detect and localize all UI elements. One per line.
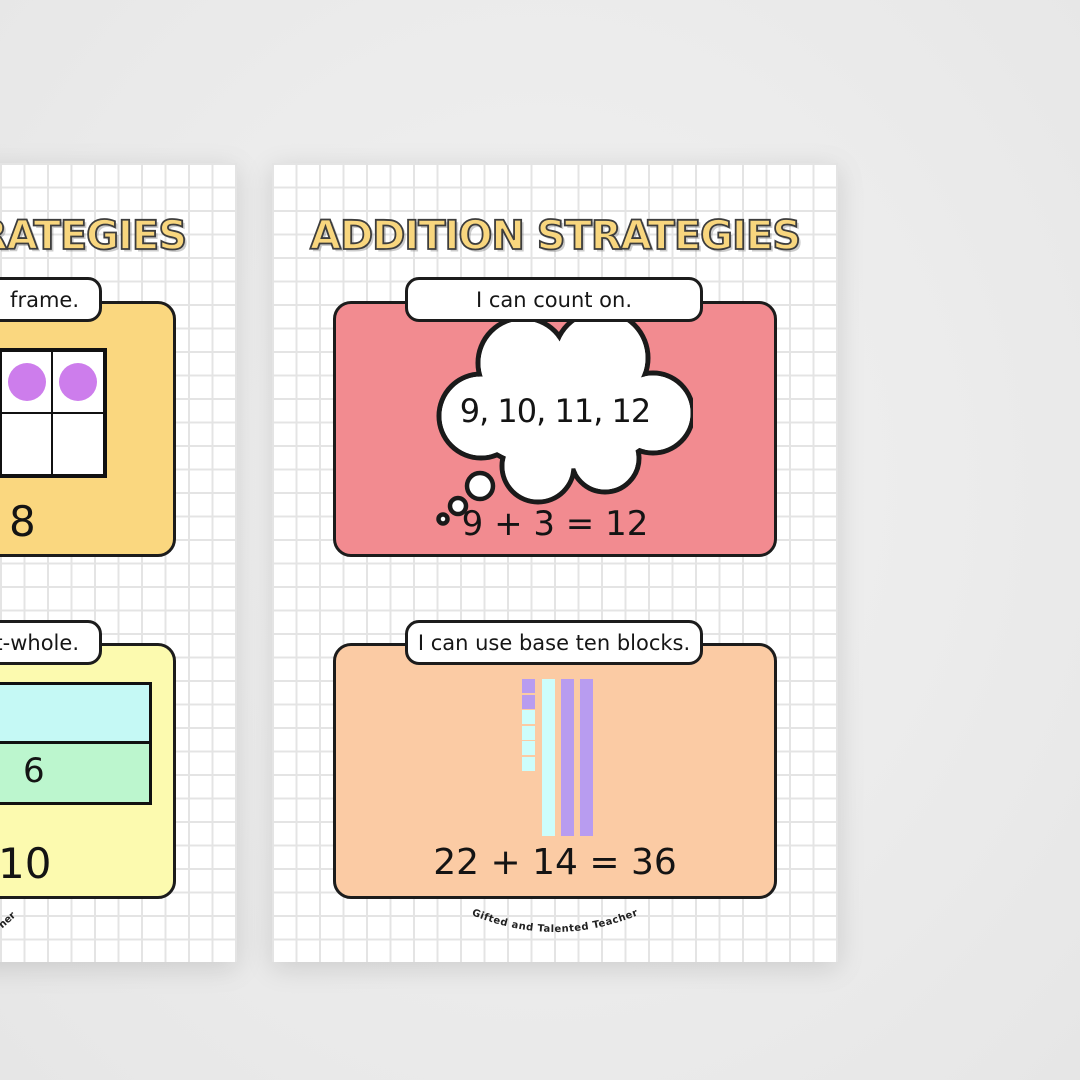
poster-title: ADDITION STRATEGIES: [309, 212, 802, 260]
svg-text:Gifted and Talented Teacher: Gifted and Talented Teacher: [470, 907, 640, 935]
left-poster: RATEGIES frame. 8 rt-whole. 6 10 her: [0, 163, 237, 962]
unit-cube-purple: [522, 679, 535, 693]
credit-text: Gifted and Talented Teacher: [470, 907, 639, 935]
ten-frame-cell: [52, 413, 104, 475]
ten-frame-cell: [0, 413, 1, 475]
unit-cubes-column: [522, 679, 535, 772]
part-whole-top-bar: [0, 682, 152, 744]
credit-text-fragment: her: [0, 910, 19, 931]
ten-frame-cell: [0, 351, 1, 413]
part-whole-bottom-bar: [0, 741, 152, 805]
thought-cloud: [436, 308, 693, 526]
part-whole-total: 10: [0, 839, 52, 888]
part-whole-card-label-text: rt-whole.: [0, 630, 79, 655]
ten-rod-purple: [580, 679, 593, 836]
unit-cube-cyan: [522, 756, 535, 771]
ten-rod-purple: [561, 679, 574, 836]
left-poster-title: RATEGIES: [0, 212, 188, 260]
addition-strategies-poster: ADDITION STRATEGIES I can count on.: [272, 163, 838, 962]
unit-cube-purple: [522, 694, 535, 709]
unit-cube-cyan: [522, 741, 535, 755]
ten-frame-card-label: frame.: [0, 277, 102, 322]
ten-frame-grid: [0, 348, 107, 478]
thought-bubbles: [436, 470, 496, 526]
base-ten-card-label-text: I can use base ten blocks.: [417, 630, 691, 655]
count-on-equation: 9 + 3 = 12: [461, 504, 649, 544]
count-on-card: 9, 10, 11, 12 9 + 3 = 12: [333, 301, 777, 557]
ten-rod-cyan: [542, 679, 555, 836]
base-ten-card-label: I can use base ten blocks.: [405, 620, 703, 665]
count-on-card-label: I can count on.: [405, 277, 703, 322]
part-value: 6: [23, 751, 45, 791]
count-on-sequence: 9, 10, 11, 12: [459, 392, 652, 430]
ten-frame-cell: [0, 351, 53, 413]
ten-frame-cell: [52, 351, 104, 413]
counter-dot: [7, 363, 46, 401]
base-ten-equation: 22 + 14 = 36: [433, 842, 677, 883]
ten-frame-card-label-text: frame.: [10, 287, 79, 312]
ten-frame-cell: [0, 413, 53, 475]
unit-cube-cyan: [522, 710, 535, 724]
count-on-card-label-text: I can count on.: [475, 287, 633, 312]
part-whole-card-label: rt-whole.: [0, 620, 102, 665]
base-ten-card: 22 + 14 = 36: [333, 643, 777, 899]
counter-dot: [59, 363, 98, 401]
ten-frame-sum: 8: [9, 497, 36, 546]
unit-cube-cyan: [522, 725, 535, 740]
credit-arc: Gifted and Talented Teacher: [470, 907, 640, 935]
